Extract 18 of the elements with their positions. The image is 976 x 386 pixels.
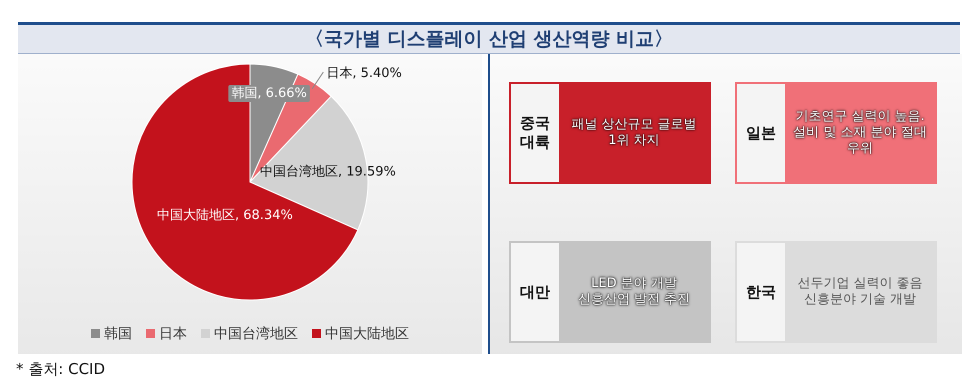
data-label: 中国大陆地区, 68.34% (157, 208, 293, 224)
text: 대만 (511, 243, 559, 341)
text: 〈국가별 디스플레이 산업 생산역량 비교〉 (18, 22, 960, 54)
text: 한국 (737, 243, 785, 341)
category-label: 패널 상산규모 글로벌 1위 차지 (570, 116, 698, 150)
text: 일본 (737, 84, 785, 182)
legend-label: 中国台湾地区 (214, 326, 298, 342)
category-label: 선두기업 실력이 좋음 신흥분야 기술 개발 (796, 274, 924, 309)
legend-label: 韩国 (104, 326, 132, 342)
data-label: 韩国, 6.66% (231, 86, 307, 101)
category-label: 기초연구 실력이 높음. 설비 및 소재 분야 절대 우위 (792, 108, 928, 158)
data-label: 日本, 5.40% (326, 66, 402, 82)
legend-label: 中国大陆地区 (325, 326, 409, 342)
text: * 출처: CCID (16, 360, 106, 379)
legend-label: 日本 (159, 326, 187, 342)
category-label: LED 분야 개발 신흥산업 발전 추진 (576, 274, 692, 309)
text: 중국 대륙 (511, 84, 559, 182)
data-label: 中国台湾地区, 19.59% (260, 163, 396, 180)
